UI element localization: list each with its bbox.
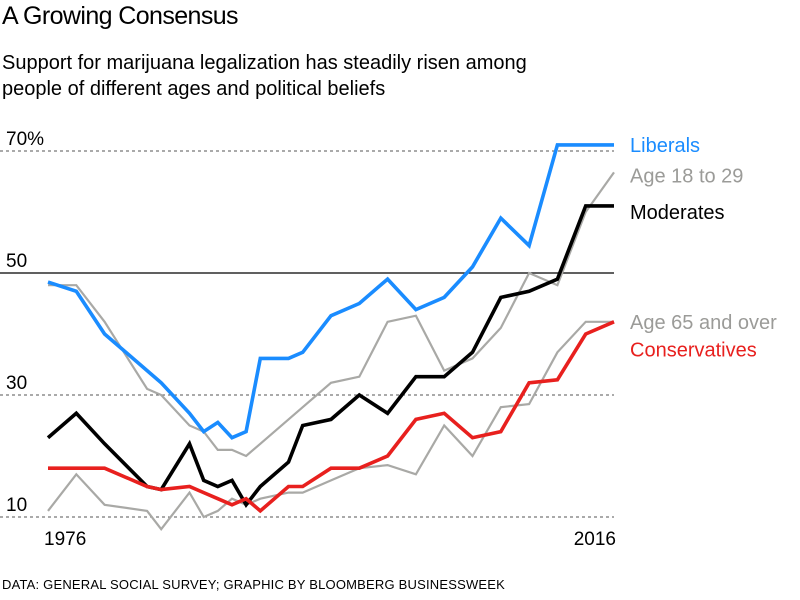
series-label-age-18-to-29: Age 18 to 29 [630,165,743,187]
y-axis-tick-labels: 70% 50 30 10 [6,129,44,516]
x-tick-label-1976: 1976 [44,529,86,550]
gridlines [0,150,614,518]
series-label-moderates: Moderates [630,202,725,224]
series-line-liberals [47,143,614,440]
y-tick-label-10: 10 [6,495,27,516]
series-label-age-65-and-over: Age 65 and over [630,312,777,334]
chart-subtitle: Support for marijuana legalization has s… [2,52,527,100]
chart-title: A Growing Consensus [2,2,239,30]
series-line-age-18-to-29 [48,171,615,458]
y-tick-label-70: 70% [6,129,44,150]
series-lines [46,143,615,532]
series-label-liberals: Liberals [630,135,700,157]
series-labels: Liberals Age 18 to 29 Moderates Age 65 and … [630,135,777,361]
y-tick-label-50: 50 [6,251,27,272]
series-line-moderates [46,204,614,509]
series-line-age-65-and-over [47,320,614,532]
series-line-conservatives [48,320,615,514]
y-tick-label-30: 30 [6,373,27,394]
series-label-conservatives: Conservatives [630,339,757,361]
x-axis-tick-labels: 1976 2016 [44,529,616,550]
source-note: DATA: GENERAL SOCIAL SURVEY; GRAPHIC BY … [2,577,506,592]
x-tick-label-2016: 2016 [574,529,616,550]
